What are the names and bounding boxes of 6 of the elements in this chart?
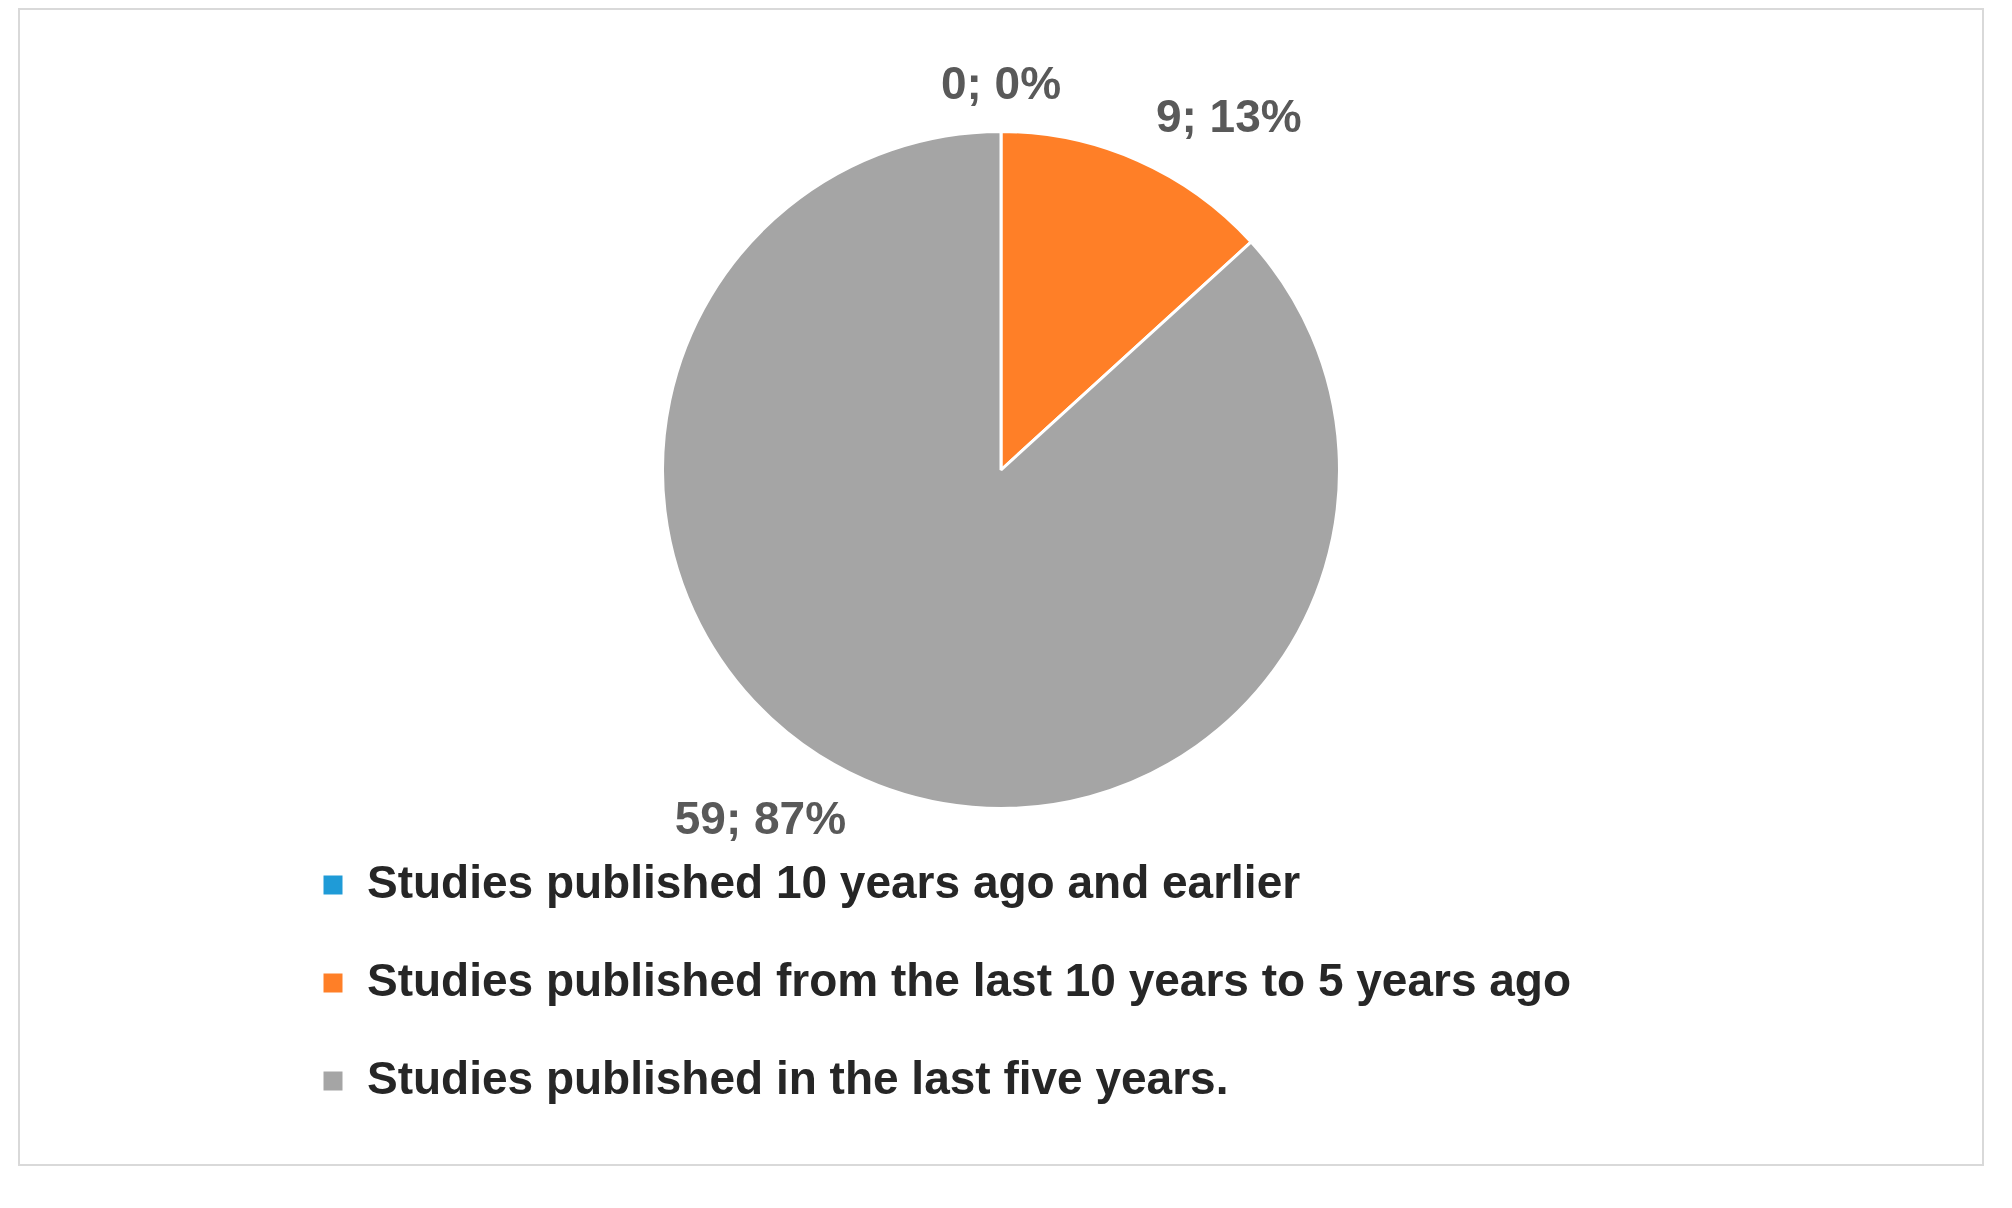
- text: 0; 0%: [940, 57, 1062, 110]
- data-label: 9; 13%: [1155, 89, 1302, 142]
- legend-label: Studies published 10 years ago and earlier: [367, 855, 1301, 908]
- data-label: 59; 87%: [674, 791, 847, 844]
- legend-label: Studies published in the last five years.: [367, 1051, 1229, 1104]
- legend-label: Studies published from the last 10 years to 5 years ago: [367, 953, 1572, 1006]
